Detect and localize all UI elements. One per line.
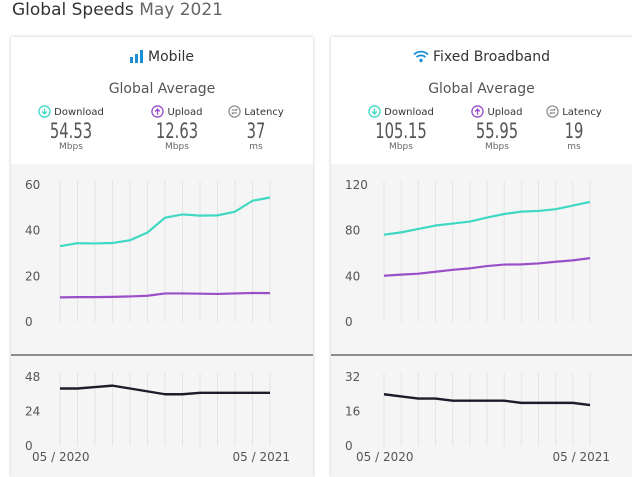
latency-unit: ms [567,142,581,152]
latency-icon [228,105,241,118]
mobile-title-text: Mobile [148,49,194,65]
mobile-title: Mobile [11,49,313,67]
download-unit: Mbps [389,142,413,152]
mobile-latency-metric: Latency 37 ms [211,105,301,152]
page-title-main: Global Speeds [12,0,134,20]
speed-y-tick-label: 40 [345,269,360,283]
x-axis-end-label: 05 / 2021 [553,450,610,464]
speed-y-tick-label: 120 [345,178,368,192]
upload-label: Upload [487,107,523,118]
upload-value: 55.95 [475,119,519,143]
upload-value: 12.63 [155,119,199,143]
download-icon [368,105,381,118]
download-unit: Mbps [59,142,83,152]
fixed-summary: Fixed Broadband Global Average Download … [331,37,632,164]
latency-y-tick-label: 0 [25,439,33,453]
mobile-chart: 0 20 40 60 0 24 48 05 / 2020 05 / 2021 [11,178,313,464]
mobile-global-average: Global Average [108,81,216,97]
upload-unit: Mbps [485,142,509,152]
upload-series-line [59,291,271,299]
speed-y-tick-label: 20 [25,269,40,283]
x-axis-start-label: 05 / 2020 [356,450,413,464]
download-series-line [59,196,271,248]
mobile-download-metric: Download 54.53 Mbps [26,105,116,152]
wifi-icon [413,50,429,67]
signal-bars-icon [130,50,144,67]
speed-y-tick-label: 40 [25,224,40,238]
fixed-title-text: Fixed Broadband [432,49,551,65]
upload-series-line [383,257,591,277]
fixed-download-metric: Download 105.15 Mbps [356,105,446,152]
upload-unit: Mbps [165,142,189,152]
latency-series-line [383,393,591,407]
latency-value: 37 [246,119,266,143]
download-label: Download [54,107,104,118]
download-value: 105.15 [375,119,427,143]
download-label: Download [384,107,434,118]
latency-label: Latency [244,107,284,118]
latency-value: 19 [564,119,584,143]
mobile-upload-metric: Upload 12.63 Mbps [132,105,222,152]
x-axis-end-label: 05 / 2021 [233,450,290,464]
upload-label: Upload [167,107,203,118]
x-axis-start-label: 05 / 2020 [32,450,89,464]
mobile-summary: Mobile Global Average Download 54.53 Mbp… [11,37,313,164]
fixed-chart: 0 40 80 120 0 16 32 05 / 2020 05 / 2021 [331,178,632,464]
speed-y-tick-label: 0 [345,315,353,329]
fixed-broadband-panel: Fixed Broadband Global Average Download … [331,37,632,477]
latency-icon [546,105,559,118]
upload-icon [471,105,485,118]
speed-y-tick-label: 80 [345,224,360,238]
latency-series-line [60,384,270,396]
fixed-latency-metric: Latency 19 ms [529,105,619,152]
latency-y-tick-label: 24 [25,405,40,419]
latency-unit: ms [249,142,263,152]
latency-label: Latency [562,107,602,118]
page-title: Global Speeds May 2021 [12,0,223,20]
download-icon [38,105,51,118]
speed-y-tick-label: 0 [25,315,33,329]
download-series-line [383,200,591,236]
latency-y-tick-label: 0 [345,439,353,453]
mobile-chart-area: 0 20 40 60 0 24 48 05 / 2020 05 / 2021 [11,164,313,477]
fixed-chart-area: 0 40 80 120 0 16 32 05 / 2020 05 / 2021 [331,164,632,477]
latency-y-tick-label: 48 [25,370,40,384]
page-title-date: May 2021 [139,0,224,20]
fixed-global-average: Global Average [428,81,535,97]
fixed-title: Fixed Broadband [331,49,632,67]
fixed-upload-metric: Upload 55.95 Mbps [452,105,542,152]
mobile-panel: Mobile Global Average Download 54.53 Mbp… [11,37,313,477]
speed-y-tick-label: 60 [25,178,40,192]
upload-icon [151,105,165,118]
latency-y-tick-label: 32 [345,370,360,384]
latency-y-tick-label: 16 [345,405,360,419]
download-value: 54.53 [49,119,93,143]
